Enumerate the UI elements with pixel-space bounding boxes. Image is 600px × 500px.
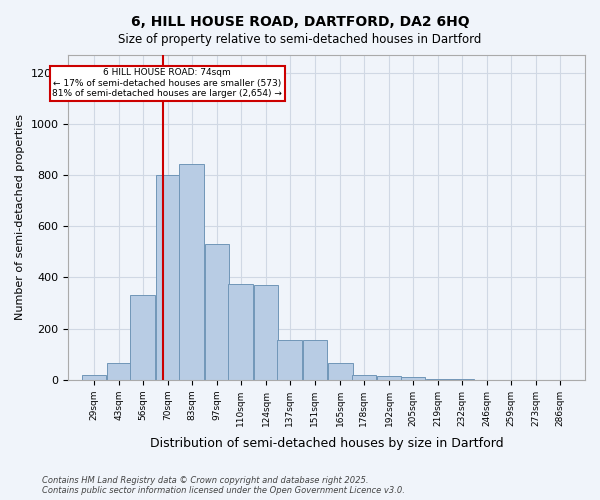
Bar xyxy=(179,164,204,380)
Bar xyxy=(205,244,229,380)
Bar xyxy=(254,285,278,380)
Text: 6, HILL HOUSE ROAD, DARTFORD, DA2 6HQ: 6, HILL HOUSE ROAD, DARTFORD, DA2 6HQ xyxy=(131,15,469,29)
Bar xyxy=(130,296,155,380)
Bar xyxy=(82,374,106,380)
Text: 6 HILL HOUSE ROAD: 74sqm
← 17% of semi-detached houses are smaller (573)
81% of : 6 HILL HOUSE ROAD: 74sqm ← 17% of semi-d… xyxy=(52,68,282,98)
Text: Contains HM Land Registry data © Crown copyright and database right 2025.
Contai: Contains HM Land Registry data © Crown c… xyxy=(42,476,405,495)
Bar xyxy=(352,374,376,380)
Bar xyxy=(401,377,425,380)
Bar xyxy=(377,376,401,380)
Bar xyxy=(107,363,131,380)
Y-axis label: Number of semi-detached properties: Number of semi-detached properties xyxy=(15,114,25,320)
Bar xyxy=(277,340,302,380)
Bar xyxy=(229,284,253,380)
Bar xyxy=(426,378,451,380)
Bar xyxy=(328,363,353,380)
Text: Size of property relative to semi-detached houses in Dartford: Size of property relative to semi-detach… xyxy=(118,32,482,46)
X-axis label: Distribution of semi-detached houses by size in Dartford: Distribution of semi-detached houses by … xyxy=(150,437,503,450)
Bar xyxy=(156,175,181,380)
Bar xyxy=(302,340,327,380)
